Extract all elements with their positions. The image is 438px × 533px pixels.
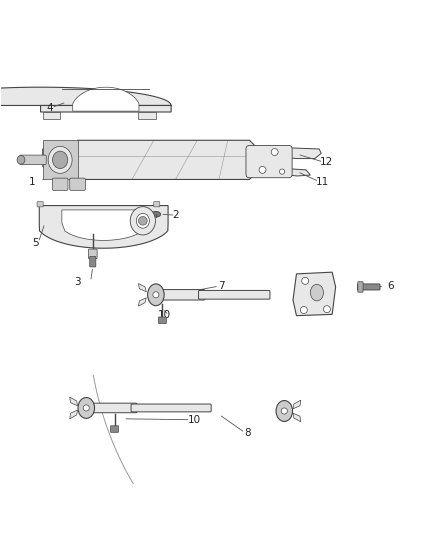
Polygon shape — [293, 400, 301, 409]
FancyBboxPatch shape — [131, 404, 211, 412]
Ellipse shape — [83, 405, 89, 411]
Ellipse shape — [78, 398, 95, 418]
Polygon shape — [138, 284, 146, 292]
Polygon shape — [293, 413, 301, 422]
FancyBboxPatch shape — [162, 289, 205, 300]
Text: 6: 6 — [388, 281, 394, 291]
Circle shape — [302, 277, 309, 284]
Polygon shape — [43, 140, 78, 180]
Text: 9: 9 — [315, 286, 321, 295]
FancyBboxPatch shape — [90, 256, 96, 267]
Ellipse shape — [17, 156, 25, 164]
Text: 3: 3 — [74, 277, 81, 287]
Ellipse shape — [151, 212, 161, 217]
FancyBboxPatch shape — [20, 155, 46, 165]
FancyBboxPatch shape — [92, 403, 137, 413]
Polygon shape — [262, 147, 321, 158]
Text: 1: 1 — [28, 176, 35, 187]
Ellipse shape — [48, 147, 72, 173]
Text: 8: 8 — [244, 428, 251, 438]
FancyBboxPatch shape — [154, 201, 160, 207]
FancyBboxPatch shape — [88, 249, 97, 259]
Text: 10: 10 — [187, 415, 201, 425]
Text: 4: 4 — [47, 103, 53, 112]
Ellipse shape — [276, 400, 293, 422]
Ellipse shape — [130, 207, 155, 235]
Circle shape — [138, 216, 147, 225]
Polygon shape — [62, 210, 145, 240]
Polygon shape — [70, 410, 78, 419]
Polygon shape — [138, 112, 156, 118]
Ellipse shape — [281, 408, 287, 414]
Polygon shape — [252, 166, 311, 176]
Polygon shape — [293, 272, 336, 316]
FancyBboxPatch shape — [246, 146, 292, 177]
Polygon shape — [70, 397, 78, 406]
Polygon shape — [0, 87, 171, 112]
Circle shape — [279, 169, 285, 174]
Polygon shape — [252, 150, 267, 154]
Ellipse shape — [136, 213, 149, 228]
Circle shape — [323, 305, 330, 313]
Ellipse shape — [148, 284, 164, 305]
FancyBboxPatch shape — [37, 201, 43, 207]
Text: 12: 12 — [320, 157, 334, 167]
Text: 2: 2 — [172, 210, 179, 220]
Ellipse shape — [311, 284, 323, 301]
Circle shape — [259, 166, 266, 173]
Text: 7: 7 — [218, 281, 225, 291]
Circle shape — [271, 149, 278, 156]
Text: 5: 5 — [32, 238, 39, 247]
FancyBboxPatch shape — [159, 317, 166, 324]
Polygon shape — [138, 298, 146, 306]
FancyBboxPatch shape — [198, 290, 270, 299]
Polygon shape — [39, 206, 168, 248]
FancyBboxPatch shape — [52, 178, 68, 190]
Polygon shape — [43, 140, 258, 180]
FancyBboxPatch shape — [111, 426, 118, 432]
FancyBboxPatch shape — [357, 284, 380, 290]
FancyBboxPatch shape — [358, 282, 363, 292]
Circle shape — [300, 306, 307, 313]
Polygon shape — [73, 87, 139, 111]
FancyBboxPatch shape — [70, 178, 85, 190]
Ellipse shape — [53, 151, 68, 168]
Ellipse shape — [153, 292, 159, 298]
Text: 10: 10 — [158, 310, 171, 320]
Polygon shape — [43, 112, 60, 118]
Text: 11: 11 — [316, 176, 329, 187]
